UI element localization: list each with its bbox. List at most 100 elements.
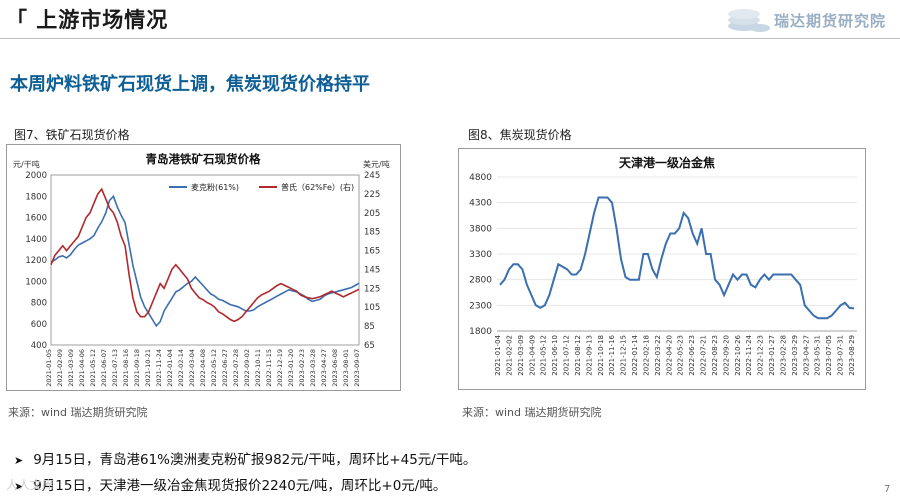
chart-iron-ore: 青岛港铁矿石现货价格 元/干吨 美元/吨 2000 1800 1600 1400 1200 10…: [6, 144, 401, 391]
y-right-tick-label: 65: [364, 341, 375, 351]
page-title: 「 上游市场情况: [6, 8, 169, 32]
x-tick-label: 2023-01-27: [768, 335, 776, 376]
brand-logo: [722, 0, 897, 40]
x-tick-label: 2022-06-23: [688, 335, 696, 376]
y-tick-label: 3800: [469, 224, 492, 234]
y-right-tick-label: 85: [364, 322, 375, 332]
x-tick-label: 2021-07-13: [111, 349, 119, 387]
x-tick-label: 2023-07-31: [837, 335, 845, 376]
x-tick-label: 2021-01-04: [494, 334, 502, 375]
x-tick-label: 2022-03-22: [654, 335, 662, 376]
x-tick-label: 2021-04-09: [528, 335, 536, 376]
x-tick-label: 2023-03-29: [791, 335, 799, 376]
x-tick-label: 2023-02-28: [779, 335, 787, 376]
x-tick-label: 2022-04-20: [665, 335, 673, 376]
x-tick-label: 2021-11-24: [155, 349, 163, 387]
x-tick-label: 2023-01-20: [287, 349, 295, 387]
x-tick-label: 2021-05-12: [540, 335, 548, 376]
watermark: 人人文库: [6, 478, 55, 492]
x-tick-label: 2021-01-05: [45, 349, 53, 387]
y-left-tick-label: 1400: [25, 235, 47, 245]
y-right-tick-label: 185: [364, 228, 380, 238]
y-right-tick-label: 205: [364, 209, 380, 219]
x-tick-label: 2022-02-18: [642, 335, 650, 376]
page-number: 7: [884, 484, 891, 495]
figure-caption-coke: 图8、焦炭现货价格: [468, 128, 572, 142]
x-tick-label: 2023-06-08: [331, 349, 339, 387]
x-tick-label: 2021-07-12: [563, 335, 571, 376]
y-tick-label: 1800: [469, 327, 492, 337]
series-line-platts: [50, 187, 360, 323]
y-left-tick-label: 1800: [25, 192, 47, 202]
x-tick-label: 2022-09-20: [722, 335, 730, 376]
y-left-tick-label: 2000: [25, 171, 47, 181]
chart-coke: 天津港一级冶金焦 4800 4300 3800 3300 2800 2300 1800 2021…: [458, 148, 866, 390]
y-tick-label: 3300: [469, 250, 492, 260]
plot-frame: [50, 174, 360, 346]
y-left-tick-label: 400: [31, 341, 47, 351]
bullet-text: 9月15日，青岛港61%澳洲麦克粉矿报982元/干吨，周环比+45元/干吨。: [33, 452, 477, 468]
x-tick-label: 2023-04-27: [802, 335, 810, 376]
x-tick-label: 2022-11-15: [265, 349, 273, 387]
section-subtitle: 本周炉料铁矿石现货上调，焦炭现货价格持平: [10, 74, 370, 95]
y-right-tick-label: 145: [364, 265, 380, 275]
x-tick-label: 2021-10-18: [597, 335, 605, 376]
y-tick-label: 2300: [469, 301, 492, 311]
x-tick-label: 2021-09-13: [585, 335, 593, 376]
y-tick-label: 4300: [469, 199, 492, 209]
y-left-tick-label: 1600: [25, 214, 47, 224]
figure-caption-iron-ore: 图7、铁矿石现货价格: [14, 128, 130, 142]
series-line-mcc-fines: [50, 194, 360, 328]
x-tick-label: 2022-05-12: [210, 349, 218, 387]
x-tick-label: 2023-05-31: [814, 335, 822, 376]
x-tick-label: 2021-05-12: [89, 349, 97, 387]
x-tick-label: 2022-04-08: [199, 349, 207, 387]
y-left-tick-label: 800: [31, 299, 47, 309]
x-tick-label: 2021-08-12: [574, 335, 582, 376]
y-right-tick-label: 125: [364, 284, 380, 294]
x-tick-label: 2022-02-14: [177, 349, 185, 387]
y-tick-label: 2800: [469, 276, 492, 286]
x-tick-label: 2022-01-04: [166, 349, 174, 387]
x-tick-label: 2023-07-05: [825, 335, 833, 376]
y-left-unit: 元/干吨: [13, 159, 40, 169]
bullet-coke: ➤ 9月15日，天津港一级冶金焦现货报价2240元/吨，周环比+0元/吨。: [14, 474, 446, 494]
x-tick-label: 2023-04-27: [320, 349, 328, 387]
x-tick-label: 2022-03-04: [188, 349, 196, 387]
figure-source-iron-ore: 来源：wind 瑞达期货研究院: [8, 406, 148, 419]
x-tick-label: 2023-02-23: [298, 349, 306, 387]
x-tick-label: 2022-11-24: [745, 334, 753, 375]
series-line-coke: [499, 196, 855, 320]
x-tick-label: 2022-10-11: [254, 349, 262, 387]
y-right-tick-label: 225: [364, 190, 380, 200]
x-tick-label: 2022-12-19: [276, 349, 284, 387]
y-tick-label: 4800: [469, 173, 492, 183]
y-left-tick-label: 1000: [25, 277, 47, 287]
x-tick-label: 2021-06-07: [100, 349, 108, 387]
bullet-iron-ore: ➤ 9月15日，青岛港61%澳洲麦克粉矿报982元/干吨，周环比+45元/干吨。: [14, 448, 476, 468]
x-tick-label: 2021-03-09: [517, 335, 525, 376]
x-tick-label: 2022-06-27: [221, 349, 229, 387]
x-tick-label: 2021-12-15: [620, 335, 628, 376]
x-tick-label: 2021-04-06: [78, 349, 86, 387]
brand-name: 瑞达期货研究院: [774, 12, 887, 30]
x-tick-label: 2021-09-18: [133, 349, 141, 387]
chart-title: 天津港一级冶金焦: [619, 155, 715, 170]
bullet-text: 9月15日，天津港一级冶金焦现货报价2240元/吨，周环比+0元/吨。: [33, 478, 447, 494]
title-divider: [0, 38, 900, 39]
arrow-bullet-icon: ➤: [14, 454, 24, 467]
y-left-tick-label: 600: [31, 320, 47, 330]
x-tick-label: 2022-10-26: [734, 334, 742, 375]
x-tick-label: 2023-08-29: [848, 335, 856, 376]
x-tick-label: 2023-03-28: [309, 349, 317, 387]
x-tick-label: 2022-05-23: [677, 335, 685, 376]
x-tick-label: 2022-08-23: [711, 335, 719, 376]
figure-source-coke: 来源：wind 瑞达期货研究院: [462, 406, 602, 419]
x-tick-label: 2023-09-07: [353, 349, 361, 387]
x-tick-label: 2021-08-16: [122, 349, 130, 387]
y-right-tick-label: 165: [364, 247, 380, 257]
coins-icon: [728, 9, 770, 32]
y-right-unit: 美元/吨: [363, 159, 390, 169]
x-tick-label: 2022-09-02: [243, 349, 251, 387]
arrow-bullet-icon: ➤: [14, 480, 24, 493]
